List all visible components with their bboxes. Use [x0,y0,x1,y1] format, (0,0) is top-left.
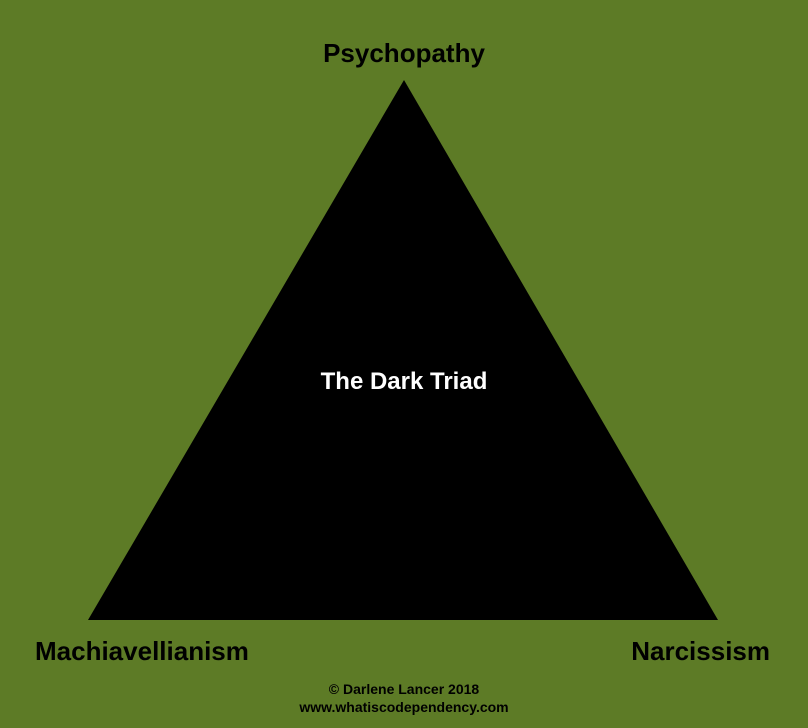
vertex-label-top: Psychopathy [323,38,485,69]
diagram-canvas: Psychopathy Machiavellianism Narcissism … [0,0,808,728]
footer-credits: © Darlene Lancer 2018 www.whatiscodepend… [299,680,508,716]
url-text: www.whatiscodependency.com [299,698,508,716]
center-title: The Dark Triad [321,368,488,396]
vertex-label-bottom-right: Narcissism [631,636,770,667]
vertex-label-bottom-left: Machiavellianism [35,636,249,667]
triangle-shape [0,0,808,728]
copyright-text: © Darlene Lancer 2018 [299,680,508,698]
